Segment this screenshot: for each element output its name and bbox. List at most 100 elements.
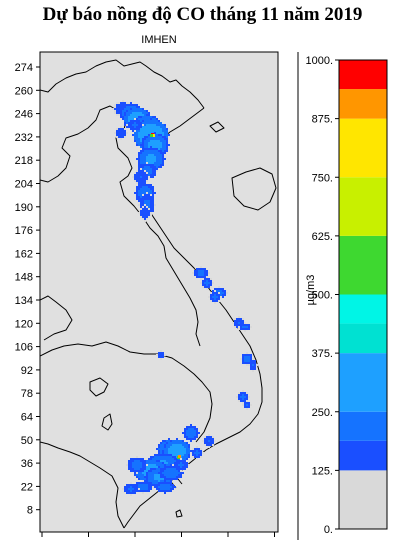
concentration-cell — [130, 116, 132, 118]
concentration-cell — [152, 130, 154, 132]
concentration-cell — [158, 152, 160, 154]
concentration-cell — [150, 468, 152, 470]
concentration-cell — [206, 274, 208, 276]
concentration-cell — [164, 452, 166, 454]
concentration-cell — [120, 102, 122, 104]
concentration-cell — [154, 118, 156, 120]
concentration-cell — [158, 446, 160, 448]
concentration-cell — [134, 108, 136, 110]
concentration-cell — [138, 136, 140, 138]
concentration-cell — [174, 450, 176, 452]
concentration-cell — [146, 112, 148, 114]
concentration-cell — [168, 464, 170, 466]
concentration-cell — [172, 468, 174, 470]
concentration-cell — [248, 364, 250, 366]
concentration-cell — [122, 488, 124, 490]
concentration-cell — [142, 126, 144, 128]
concentration-cell — [160, 456, 162, 458]
concentration-cell — [162, 448, 164, 450]
concentration-cell — [186, 448, 188, 450]
concentration-cell — [142, 172, 144, 174]
concentration-cell — [206, 272, 208, 274]
concentration-cell — [194, 450, 196, 452]
concentration-cell — [128, 488, 130, 490]
concentration-cell — [138, 476, 140, 478]
concentration-cell — [138, 186, 140, 188]
concentration-cell — [140, 166, 142, 168]
concentration-cell — [130, 112, 132, 114]
concentration-cell — [150, 116, 152, 118]
concentration-cell — [242, 354, 244, 356]
concentration-cell — [176, 478, 178, 480]
concentration-cell — [158, 472, 160, 474]
concentration-cell — [198, 454, 200, 456]
concentration-cell — [246, 362, 248, 364]
concentration-cell — [186, 446, 188, 448]
concentration-cell — [250, 360, 252, 362]
concentration-cell — [238, 316, 240, 318]
concentration-cell — [196, 436, 198, 438]
concentration-cell — [238, 392, 240, 394]
concentration-cell — [180, 470, 182, 472]
concentration-cell — [158, 490, 160, 492]
concentration-cell — [134, 192, 136, 194]
concentration-cell — [138, 132, 140, 134]
concentration-cell — [250, 362, 252, 364]
concentration-cell — [244, 394, 246, 396]
concentration-cell — [204, 436, 206, 438]
concentration-cell — [248, 354, 250, 356]
concentration-cell — [246, 400, 248, 402]
concentration-cell — [154, 162, 156, 164]
concentration-cell — [138, 204, 140, 206]
concentration-cell — [122, 130, 124, 132]
concentration-cell — [154, 168, 156, 170]
concentration-cell — [156, 462, 158, 464]
concentration-cell — [144, 194, 146, 196]
concentration-cell — [146, 168, 148, 170]
concentration-cell — [146, 474, 148, 476]
concentration-cell — [136, 158, 138, 160]
concentration-cell — [114, 110, 116, 112]
concentration-cell — [154, 482, 156, 484]
concentration-cell — [160, 148, 162, 150]
concentration-cell — [120, 110, 122, 112]
concentration-cell — [134, 470, 136, 472]
concentration-cell — [138, 172, 140, 174]
concentration-cell — [140, 112, 142, 114]
concentration-cell — [128, 460, 130, 462]
concentration-cell — [146, 200, 148, 202]
concentration-cell — [202, 280, 204, 282]
concentration-cell — [142, 108, 144, 110]
concentration-cell — [132, 122, 134, 124]
concentration-cell — [140, 210, 142, 212]
concentration-cell — [248, 402, 250, 404]
concentration-cell — [166, 490, 168, 492]
concentration-cell — [166, 452, 168, 454]
concentration-cell — [144, 132, 146, 134]
concentration-cell — [168, 488, 170, 490]
concentration-cell — [252, 366, 254, 368]
concentration-cell — [166, 472, 168, 474]
concentration-cell — [242, 392, 244, 394]
concentration-cell — [140, 126, 142, 128]
concentration-cell — [214, 288, 216, 290]
concentration-cell — [128, 468, 130, 470]
concentration-cell — [150, 470, 152, 472]
concentration-cell — [194, 456, 196, 458]
concentration-cell — [128, 122, 130, 124]
concentration-cell — [138, 194, 140, 196]
concentration-cell — [178, 472, 180, 474]
concentration-cell — [160, 122, 162, 124]
concentration-cell — [246, 324, 248, 326]
concentration-cell — [170, 444, 172, 446]
concentration-cell — [174, 440, 176, 442]
concentration-cell — [116, 112, 118, 114]
concentration-overlay — [112, 100, 258, 496]
concentration-cell — [132, 124, 134, 126]
concentration-cell — [214, 300, 216, 302]
concentration-cell — [156, 162, 158, 164]
concentration-cell — [180, 442, 182, 444]
concentration-cell — [148, 214, 150, 216]
concentration-cell — [192, 450, 194, 452]
concentration-cell — [196, 274, 198, 276]
